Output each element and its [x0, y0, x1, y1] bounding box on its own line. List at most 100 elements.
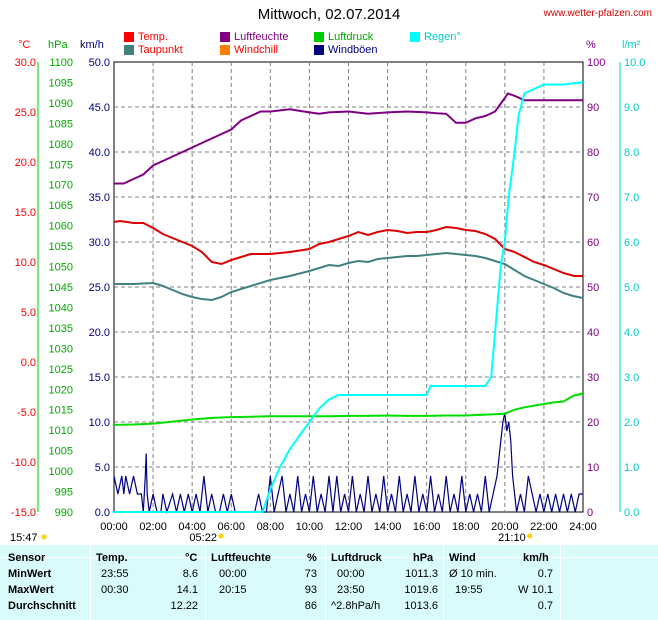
legend-label: Luftdruck: [328, 31, 374, 43]
legend-label: Windchill: [234, 44, 279, 56]
press-value: 1013.6: [404, 600, 438, 612]
table-divider: [443, 545, 444, 620]
table-divider: [560, 545, 561, 620]
press-value: 1011.3: [405, 568, 438, 580]
wind-value: W 10.1: [518, 584, 553, 596]
press-time: 00:00: [337, 568, 365, 580]
series-regen: [114, 81, 584, 513]
site-url[interactable]: www.wetter-pfalzen.com: [543, 8, 652, 19]
tick-label-temp: 30.0: [15, 57, 36, 69]
tick-label-time: 10:00: [296, 521, 324, 533]
tick-label-wind: 45.0: [89, 102, 110, 114]
tick-label-time: 24:00: [569, 521, 597, 533]
tick-label-wind: 10.0: [89, 417, 110, 429]
tick-label-pressure: 1020: [49, 384, 73, 396]
header-sensor: Sensor: [8, 552, 46, 564]
press-time: 23:50: [337, 584, 365, 596]
legend-label: Windböen: [328, 44, 378, 56]
legend-label: Taupunkt: [138, 44, 183, 56]
series-gusts: [113, 412, 583, 515]
unit-temp: °C: [18, 39, 31, 51]
legend-label: Luftfeuchte: [234, 31, 289, 43]
tick-label-rain: 10.0: [624, 57, 645, 69]
tick-label-rain: 1.0: [624, 462, 639, 474]
weather-chart: 30.0 25.0 20.0 15.0 10.0 5.0 0.0 -5.0 -10.0 -15.0…: [10, 57, 645, 544]
tick-label-temp: -5.0: [17, 407, 36, 419]
header-temp-unit: °C: [185, 552, 198, 564]
tick-label-pressure: 1100: [49, 57, 73, 69]
header-pressure-unit: hPa: [413, 552, 434, 564]
header-wind-unit: km/h: [523, 552, 549, 564]
table-divider: [90, 545, 91, 620]
tick-label-humidity: 60: [587, 237, 599, 249]
legend-temp: Temp.: [124, 31, 168, 43]
temp-time: 23:55: [101, 568, 129, 580]
sun-marker-dot: [527, 533, 533, 539]
chart-title: Mittwoch, 02.07.2014: [257, 6, 401, 23]
legend-windchill: Windchill: [220, 44, 278, 56]
tick-label-time: 12:00: [335, 521, 363, 533]
series-temp: [113, 219, 583, 277]
series-luftdruck: [113, 392, 584, 426]
legend-swatch: [124, 45, 134, 55]
header-humidity-unit: %: [307, 552, 317, 564]
tick-label-humidity: 80: [587, 147, 599, 159]
tick-label-humidity: 70: [587, 192, 599, 204]
tick-label-pressure: 1055: [49, 241, 73, 253]
hum-time: 00:00: [219, 568, 247, 580]
tick-label-pressure: 1065: [49, 200, 73, 212]
tick-label-pressure: 1005: [49, 446, 73, 458]
tick-label-pressure: 1015: [49, 405, 73, 417]
tick-label-humidity: 10: [587, 462, 599, 474]
left-marker-dot: [41, 534, 47, 540]
tick-label-pressure: 1030: [49, 343, 73, 355]
series-luftfeuchte: [114, 92, 583, 185]
tick-label-time: 04:00: [178, 521, 206, 533]
header-pressure: Luftdruck: [331, 552, 382, 564]
tick-label-wind: 20.0: [89, 327, 110, 339]
tick-label-rain: 6.0: [624, 237, 639, 249]
tick-label-pressure: 1025: [49, 364, 73, 376]
unit-rain: l/m²: [622, 39, 641, 51]
tick-label-pressure: 1095: [49, 77, 73, 89]
tick-label-humidity: 90: [587, 102, 599, 114]
hum-value: 86: [304, 600, 317, 612]
wind-time: 19:55: [455, 584, 483, 596]
legend-gusts: Windböen: [314, 44, 378, 56]
row-label: Durchschnitt: [8, 600, 76, 612]
tick-label-time: 22:00: [530, 521, 558, 533]
wind-value: 0.7: [537, 568, 553, 580]
tick-label-wind: 15.0: [89, 372, 110, 384]
series-taupunkt: [114, 251, 584, 302]
tick-label-temp: -10.0: [11, 457, 36, 469]
legend-label: Regen°: [424, 31, 461, 43]
sun-marker-dot: [218, 533, 224, 539]
tick-label-pressure: 1000: [49, 466, 73, 478]
sun-marker-label: 21:10: [498, 532, 526, 544]
tick-label-pressure: 1075: [49, 159, 73, 171]
unit-wind: km/h: [80, 39, 104, 51]
tick-label-time: 08:00: [257, 521, 285, 533]
row-label: MinWert: [8, 568, 52, 580]
tick-label-rain: 0.0: [624, 507, 639, 519]
tick-label-temp: -15.0: [11, 507, 36, 519]
tick-label-humidity: 50: [587, 282, 599, 294]
tick-label-wind: 40.0: [89, 147, 110, 159]
legend-rain: Regen°: [410, 31, 461, 43]
unit-pressure: hPa: [48, 39, 68, 51]
row-label: MaxWert: [8, 584, 54, 596]
tick-label-pressure: 990: [55, 507, 73, 519]
temp-value: 14.1: [176, 584, 198, 596]
tick-label-pressure: 1045: [49, 282, 73, 294]
tick-label-pressure: 1085: [49, 118, 73, 130]
left-marker-label: 15:47: [10, 532, 38, 544]
tick-label-time: 06:00: [217, 521, 245, 533]
hum-value: 73: [304, 568, 317, 580]
tick-label-time: 02:00: [139, 521, 167, 533]
tick-label-pressure: 1090: [49, 98, 73, 110]
legend-swatch: [220, 32, 230, 42]
tick-label-time: 16:00: [413, 521, 441, 533]
tick-label-temp: 20.0: [15, 157, 36, 169]
table-divider: [325, 545, 326, 620]
stats-table: Sensor Temp. °C Luftfeuchte % Luftdruck …: [0, 545, 658, 620]
